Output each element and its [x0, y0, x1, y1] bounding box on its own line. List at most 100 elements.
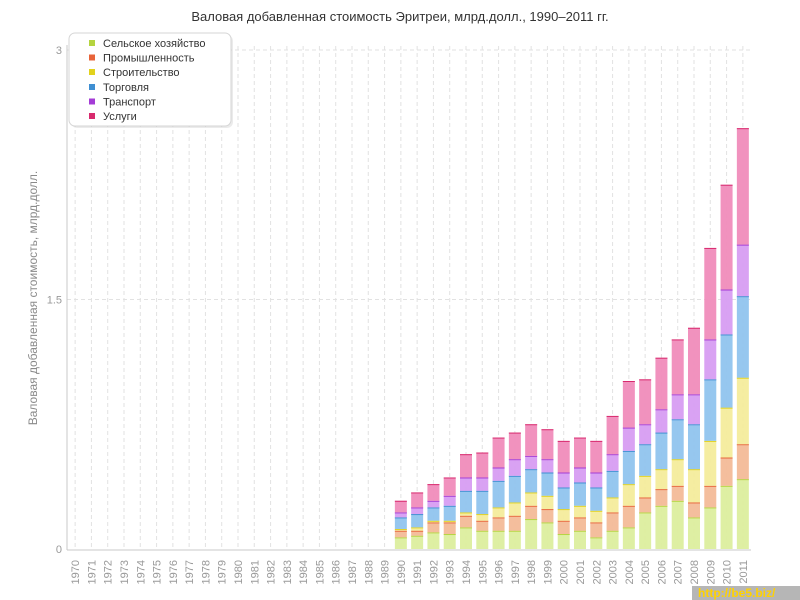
legend-label-transport: Транспорт [103, 97, 156, 109]
legend-marker-trade [89, 84, 95, 90]
bar-segment-1991-series-1 [411, 530, 424, 536]
legend-marker-agriculture [89, 40, 95, 46]
bar-segment-1992-series-4 [427, 500, 440, 508]
x-tick-label: 1998 [526, 560, 538, 584]
bar-segment-1990-series-3 [394, 517, 407, 530]
x-tick-label: 2000 [559, 560, 571, 584]
bar-segment-1990-series-0 [394, 537, 407, 549]
bar-segment-1990-series-4 [394, 512, 407, 518]
watermark-background [692, 586, 800, 600]
x-tick-label: 2006 [656, 560, 668, 584]
bar-segment-1998-series-0 [525, 519, 538, 549]
legend-item-trade[interactable]: Торговля [89, 82, 149, 94]
bar-segment-1996-series-1 [492, 517, 505, 531]
bar-segment-2007-series-0 [671, 500, 684, 549]
bar-segment-2004-series-5 [622, 381, 635, 428]
bar-segment-2002-series-1 [590, 522, 603, 538]
bar-segment-1998-series-4 [525, 455, 538, 470]
x-tick-label: 1989 [380, 560, 392, 584]
bar-segment-2002-series-3 [590, 487, 603, 511]
x-tick-label: 2005 [640, 560, 652, 584]
x-tick-label: 1973 [119, 560, 131, 584]
bar-segment-2010-series-4 [720, 289, 733, 335]
bar-segment-1994-series-0 [460, 527, 472, 549]
bar-segment-1995-series-4 [476, 477, 489, 491]
bar-segment-2001-series-2 [574, 505, 586, 518]
bar-segment-2011-series-2 [736, 377, 749, 445]
bar-segment-2004-series-2 [622, 484, 635, 506]
bar-segment-2005-series-5 [639, 379, 652, 425]
x-tick-label: 2002 [591, 560, 603, 584]
x-tick-label: 1978 [200, 560, 212, 584]
x-tick-label: 1988 [363, 560, 375, 584]
bar-segment-1993-series-0 [443, 534, 456, 549]
bar-segment-1996-series-2 [492, 507, 505, 518]
x-tick-label: 1970 [70, 560, 82, 584]
bar-segment-2002-series-2 [590, 510, 603, 523]
bar-segment-1994-series-3 [460, 490, 472, 513]
legend-label-industry: Промышленность [103, 53, 195, 65]
bar-segment-1993-series-1 [443, 522, 456, 535]
bar-segment-2008-series-1 [688, 502, 700, 518]
legend-item-agriculture[interactable]: Сельское хозяйство [89, 38, 205, 50]
legend-marker-construction [89, 69, 95, 75]
y-axis-title: Валовая добавленная стоимость, млрд.долл… [26, 171, 40, 426]
bar-segment-1998-series-1 [525, 505, 538, 520]
bar-segment-1992-series-0 [427, 532, 440, 549]
bar-segment-2001-series-0 [574, 530, 586, 549]
x-tick-label: 2001 [575, 560, 587, 584]
bar-segment-1990-series-5 [394, 500, 407, 513]
bar-segment-2011-series-5 [736, 128, 749, 245]
bar-segment-1992-series-1 [427, 522, 440, 533]
x-tick-label: 1991 [412, 560, 424, 584]
bar-segment-2005-series-0 [639, 512, 652, 549]
bar-segment-1995-series-2 [476, 514, 489, 521]
bar-segment-1991-series-3 [411, 514, 424, 528]
x-tick-label: 1990 [396, 560, 408, 584]
bar-segment-2000-series-0 [557, 534, 570, 549]
bar-segment-2005-series-3 [639, 444, 652, 476]
bar-segment-2006-series-3 [655, 432, 668, 470]
bar-segment-2011-series-1 [736, 444, 749, 480]
bar-segment-2006-series-1 [655, 489, 668, 506]
x-tick-label: 1974 [135, 560, 147, 584]
x-tick-label: 2009 [705, 560, 717, 584]
x-tick-label: 2011 [738, 560, 750, 584]
x-tick-label: 1996 [494, 560, 506, 584]
bar-segment-2010-series-2 [720, 407, 733, 458]
legend-item-industry[interactable]: Промышленность [89, 53, 195, 65]
legend-item-transport[interactable]: Транспорт [89, 97, 156, 109]
bar-segment-2003-series-2 [606, 497, 619, 513]
bar-segment-1992-series-5 [427, 484, 440, 501]
x-tick-label: 2008 [689, 560, 701, 584]
bar-segment-2009-series-3 [704, 379, 717, 441]
bar-segment-2006-series-0 [655, 505, 668, 549]
bar-segment-2011-series-4 [736, 244, 749, 297]
bar-segment-1991-series-0 [411, 535, 424, 549]
bar-segment-2008-series-3 [688, 424, 700, 470]
bar-segment-2000-series-5 [557, 440, 570, 473]
bar-segment-2007-series-3 [671, 419, 684, 460]
x-tick-label: 1999 [542, 560, 554, 584]
x-tick-label: 1995 [477, 560, 489, 584]
bar-segment-1998-series-2 [525, 492, 538, 506]
bar-segment-1994-series-4 [460, 477, 472, 491]
x-tick-label: 1987 [347, 560, 359, 584]
x-tick-label: 1977 [184, 560, 196, 584]
legend-label-trade: Торговля [103, 82, 149, 94]
bar-segment-2011-series-0 [736, 479, 749, 549]
bar-segment-1997-series-2 [508, 502, 521, 516]
bar-segment-2006-series-4 [655, 409, 668, 433]
bar-segment-2007-series-2 [671, 459, 684, 486]
bar-segment-1999-series-3 [541, 472, 554, 496]
legend-item-construction[interactable]: Строительство [89, 67, 180, 79]
legend-marker-industry [89, 54, 95, 61]
bar-segment-1991-series-4 [411, 507, 424, 515]
bar-segment-2001-series-5 [574, 437, 586, 468]
stacked-bars [394, 128, 749, 549]
bar-segment-2000-series-2 [557, 509, 570, 521]
x-tick-label: 1984 [298, 560, 310, 584]
bar-segment-2003-series-0 [606, 530, 619, 549]
bar-segment-2005-series-2 [639, 475, 652, 498]
legend-item-services[interactable]: Услуги [89, 111, 137, 123]
